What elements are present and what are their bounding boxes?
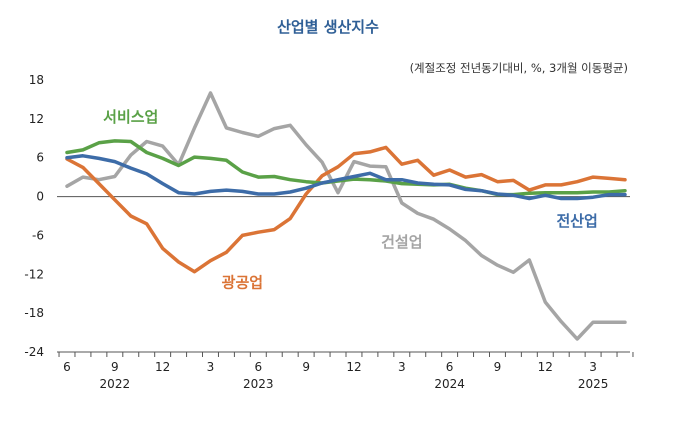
y-tick-label: -12 — [24, 267, 44, 281]
series-line — [65, 91, 627, 341]
chart-subtitle: (계절조정 전년동기대비, %, 3개월 이동평균) — [410, 61, 628, 75]
x-axis: 6 9 12 3 6 9 12 3 6 9 12 3 2022 2023 2024 2025 — [57, 351, 634, 391]
x-tick-label: 12 — [538, 360, 553, 374]
series-label: 광공업 — [222, 274, 263, 292]
x-tick-label: 12 — [346, 360, 361, 374]
x-tick-label: 6 — [254, 360, 262, 374]
y-tick-label: -6 — [32, 228, 44, 242]
x-tick-label: 9 — [494, 360, 502, 374]
series-group — [65, 91, 627, 341]
y-tick-label: 6 — [36, 151, 44, 165]
y-tick-label: 18 — [29, 73, 44, 87]
series-label: 전산업 — [556, 212, 597, 230]
y-tick-label: -24 — [24, 345, 44, 359]
series-line — [65, 145, 627, 274]
x-tick-label: 6 — [446, 360, 454, 374]
x-tick-label: 3 — [207, 360, 215, 374]
x-tick-label: 9 — [302, 360, 310, 374]
x-tick-label: 6 — [63, 360, 71, 374]
x-year-label: 2022 — [100, 377, 131, 391]
series-line — [65, 154, 627, 201]
x-tick-label: 12 — [155, 360, 170, 374]
x-tick-label: 3 — [398, 360, 406, 374]
series-label: 건설업 — [381, 233, 422, 251]
x-tick-label: 9 — [111, 360, 119, 374]
series-label: 서비스업 — [103, 108, 158, 126]
y-tick-label: 12 — [29, 112, 44, 126]
series-line — [65, 139, 627, 197]
x-year-label: 2023 — [243, 377, 274, 391]
x-year-label: 2024 — [434, 377, 465, 391]
y-tick-label: -18 — [24, 306, 44, 320]
x-year-label: 2025 — [578, 377, 609, 391]
chart-title: 산업별 생산지수 — [277, 18, 379, 36]
x-tick-label: 3 — [589, 360, 597, 374]
y-tick-label: 0 — [36, 190, 44, 204]
